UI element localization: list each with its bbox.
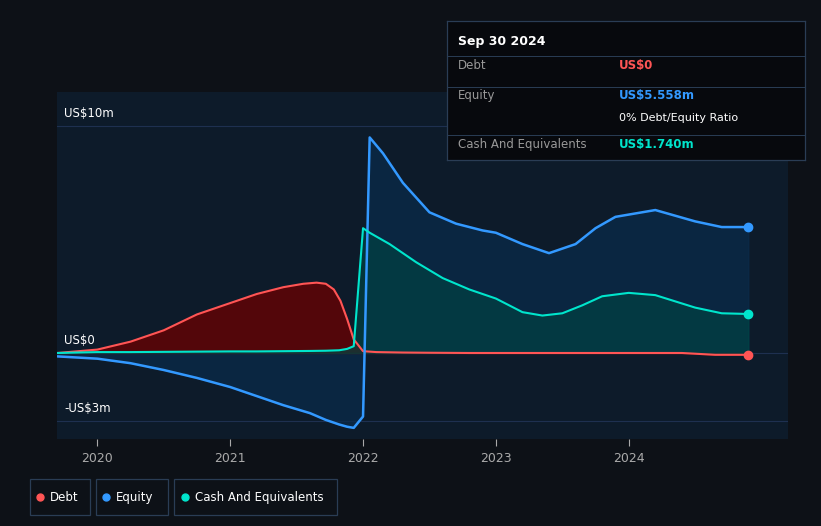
Text: Debt: Debt <box>458 59 487 72</box>
Text: US$1.740m: US$1.740m <box>619 138 695 151</box>
Text: 0% Debt/Equity Ratio: 0% Debt/Equity Ratio <box>619 113 738 123</box>
Text: Equity: Equity <box>458 89 496 103</box>
Text: US$0: US$0 <box>64 335 95 347</box>
Text: Debt: Debt <box>50 491 79 503</box>
Text: Cash And Equivalents: Cash And Equivalents <box>195 491 323 503</box>
Text: Equity: Equity <box>117 491 154 503</box>
Text: -US$3m: -US$3m <box>64 402 111 416</box>
Text: US$10m: US$10m <box>64 107 114 120</box>
Text: US$0: US$0 <box>619 59 654 72</box>
Text: Cash And Equivalents: Cash And Equivalents <box>458 138 587 151</box>
Text: Sep 30 2024: Sep 30 2024 <box>458 35 546 48</box>
Text: US$5.558m: US$5.558m <box>619 89 695 103</box>
